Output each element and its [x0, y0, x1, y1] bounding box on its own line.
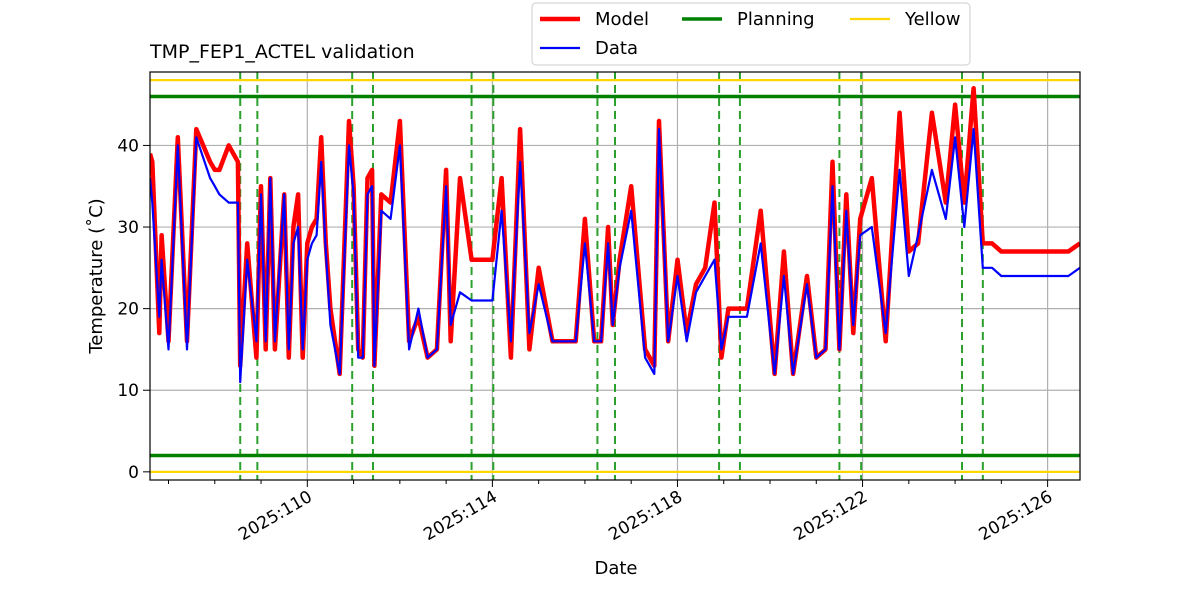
chart-title: TMP_FEP1_ACTEL validation — [149, 41, 415, 63]
x-tick-label: 2025:118 — [605, 487, 686, 545]
x-tick-label: 2025:114 — [420, 487, 501, 545]
planning-legend-label: Planning — [737, 9, 815, 30]
data-series-line — [150, 128, 1080, 384]
y-tick-label: 10 — [117, 381, 139, 401]
vertical-lines-layer — [239, 72, 984, 480]
data-legend-label: Data — [595, 38, 638, 59]
y-tick-label: 30 — [117, 218, 139, 238]
series-layer — [150, 86, 1080, 384]
horizontal-lines-layer — [150, 79, 1080, 473]
y-axis-label: Temperature (˚C) — [86, 198, 107, 354]
x-axis-label: Date — [594, 558, 637, 579]
plot-frame — [149, 71, 1081, 481]
x-tick-label: 2025:110 — [235, 487, 316, 545]
x-tick-label: 2025:126 — [976, 487, 1057, 545]
y-axis-ticks: 0 10 20 30 40 — [117, 136, 150, 483]
x-axis-ticks: 2025:110 2025:114 2025:118 2025:122 2025:126 — [168, 480, 1057, 545]
x-tick-label: 2025:122 — [790, 487, 871, 545]
y-tick-label: 20 — [117, 300, 139, 320]
model-legend-label: Model — [595, 9, 649, 30]
yellow-legend-label: Yellow — [904, 9, 960, 30]
y-tick-label: 40 — [117, 136, 139, 156]
legend: Model Data Planning Yellow — [531, 2, 971, 66]
y-tick-label: 0 — [128, 463, 139, 483]
